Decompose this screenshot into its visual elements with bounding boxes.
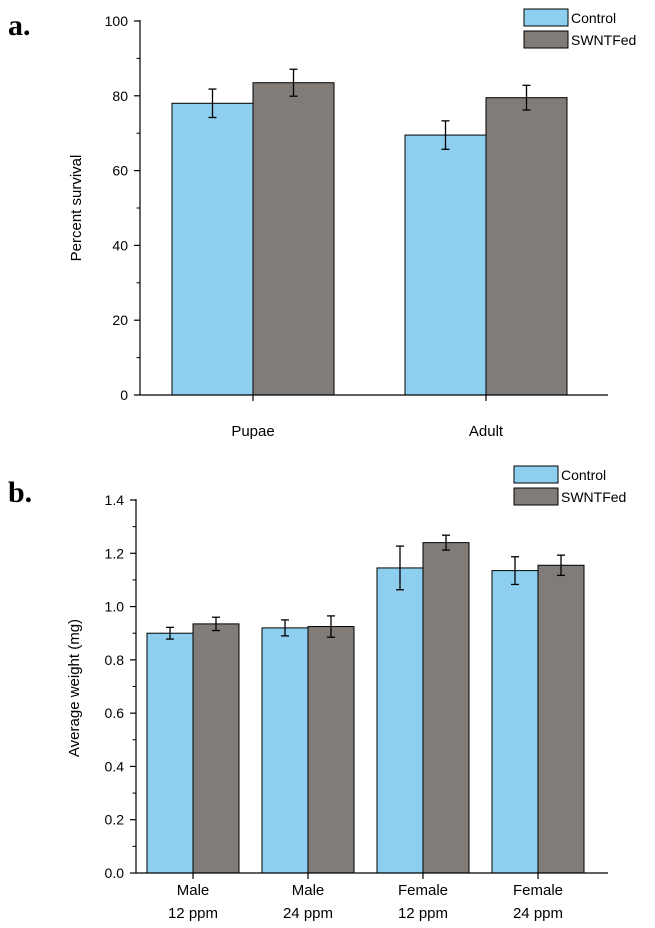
panel-a-y-tick-label-0: 0 <box>120 387 128 403</box>
panel-b-legend-swatch-control <box>513 465 559 484</box>
panel-a-legend: Control SWNTFed <box>523 8 636 49</box>
panel-a-legend-label-swntfed: SWNTFed <box>571 32 636 48</box>
panel-a-legend-swatch-swntfed <box>523 30 569 49</box>
panel-a-y-tick-label-1: 20 <box>112 312 128 328</box>
panel-a-y-tick-label-4: 80 <box>112 88 128 104</box>
panel-b-x-tick-label-1-0: Male <box>292 882 325 899</box>
panel-b-y-tick-label-0: 0.0 <box>105 865 125 881</box>
panel-a-bar-control-1 <box>404 134 487 396</box>
panel-a-y-tick-label-2: 40 <box>112 237 128 253</box>
panel-b-bar-swntfed-0 <box>192 623 240 874</box>
panel-b-x-tick-label-0-1: 12 ppm <box>168 905 218 922</box>
panel-a-bar-control-0 <box>171 102 254 396</box>
panel-b-legend-swatch-swntfed <box>513 487 559 506</box>
panel-b-legend: Control SWNTFed <box>513 465 626 506</box>
panel-b-legend-label-control: Control <box>561 467 606 483</box>
panel-b-errorbar-control-3 <box>511 556 519 586</box>
panel-a-bar-swntfed-1 <box>485 97 568 396</box>
panel-b-y-axis-title: Average weight (mg) <box>66 619 83 757</box>
panel-b-y-tick-label-6: 1.2 <box>105 545 125 561</box>
panel-a-x-tick-label-1-0: Adult <box>469 423 504 440</box>
panel-a-y-tick-label-5: 100 <box>105 13 129 29</box>
panel-b-y-tick-label-5: 1.0 <box>105 599 125 615</box>
panel-b-x-tick-label-1-1: 24 ppm <box>283 905 333 922</box>
panel-b-bar-swntfed-3 <box>537 564 585 874</box>
panel-a-legend-swatch-control <box>523 8 569 27</box>
panel-a-errorbar-swntfed-0 <box>289 68 298 97</box>
panel-b-x-tick-label-3-0: Female <box>513 882 563 899</box>
panel-b-y-tick-label-1: 0.2 <box>105 812 125 828</box>
panel-b-errorbar-control-0 <box>166 626 174 640</box>
panel-a-chart: a. Percent survival Control SWNTFed 0 20 4… <box>8 8 636 440</box>
panel-b-y-tick-label-4: 0.8 <box>105 652 125 668</box>
panel-b-errorbar-control-1 <box>281 619 289 637</box>
panel-a-x-tick-label-0-0: Pupae <box>231 423 274 440</box>
panel-a-errorbar-control-0 <box>208 88 217 119</box>
panel-b-bar-swntfed-2 <box>422 542 470 874</box>
panel-b-errorbar-swntfed-2 <box>442 534 450 551</box>
panel-a-y-axis-title: Percent survival <box>68 155 85 262</box>
panel-b-errorbar-swntfed-3 <box>557 554 565 577</box>
panel-b-x-tick-label-2-0: Female <box>398 882 448 899</box>
panel-b-bar-control-2 <box>376 567 424 874</box>
panel-b-legend-label-swntfed: SWNTFed <box>561 489 626 505</box>
panel-b-bar-swntfed-1 <box>307 626 355 874</box>
panel-a-errorbar-control-1 <box>441 120 450 150</box>
panel-b-errorbar-swntfed-1 <box>327 615 335 638</box>
panel-b-bar-control-3 <box>491 570 539 874</box>
panel-b-y-tick-label-7: 1.4 <box>105 492 125 508</box>
panel-b-errorbar-control-2 <box>396 545 404 591</box>
panel-b-errorbar-swntfed-0 <box>212 616 220 632</box>
panel-a-label: a. <box>8 9 31 42</box>
panel-a-legend-label-control: Control <box>571 10 616 26</box>
panel-b-x-tick-label-0-0: Male <box>177 882 210 899</box>
panel-a-errorbar-swntfed-1 <box>522 84 531 111</box>
panel-a-bar-swntfed-0 <box>252 82 335 396</box>
panel-b-label: b. <box>8 476 32 509</box>
panel-b-bar-control-1 <box>261 627 309 874</box>
panel-b-y-tick-label-3: 0.6 <box>105 705 125 721</box>
panel-a-y-tick-label-3: 60 <box>112 163 128 179</box>
panel-b-x-tick-label-2-1: 12 ppm <box>398 905 448 922</box>
panel-b-y-tick-label-2: 0.4 <box>105 758 125 774</box>
panel-b-bar-control-0 <box>146 632 194 874</box>
panel-b-chart: b. Average weight (mg) Control SWNTFed 0… <box>8 465 626 922</box>
panel-b-x-tick-label-3-1: 24 ppm <box>513 905 563 922</box>
